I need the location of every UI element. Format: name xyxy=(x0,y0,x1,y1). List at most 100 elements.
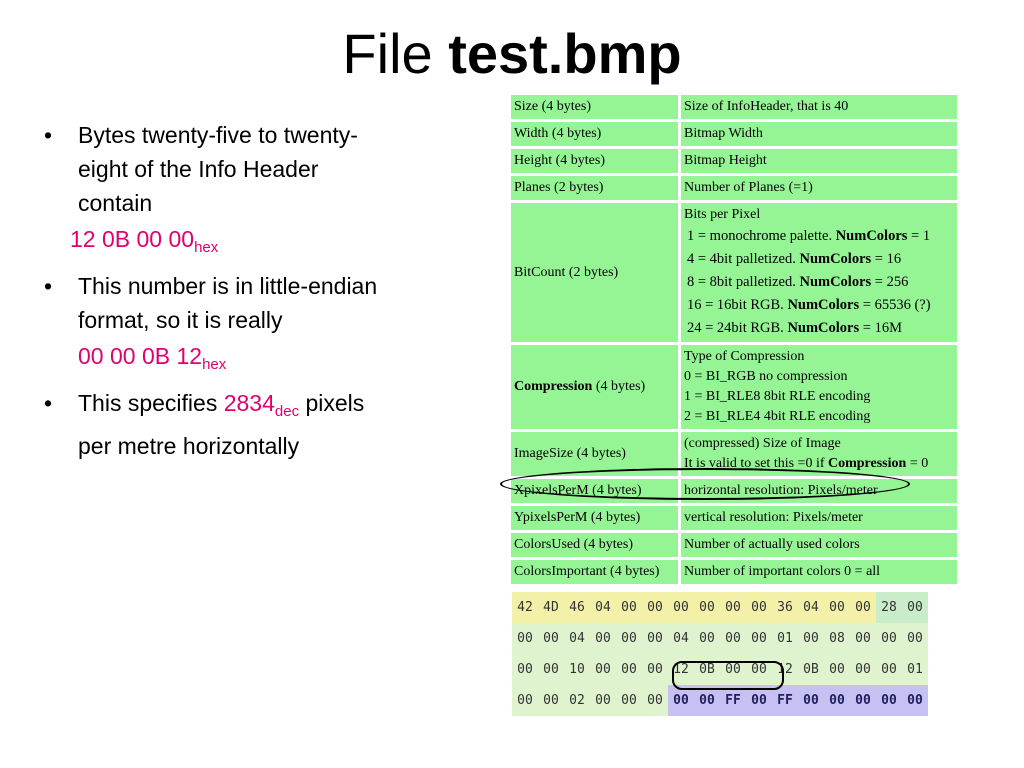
hex-byte: 00 xyxy=(590,685,616,716)
line-text: 1 = monochrome palette. xyxy=(687,228,836,244)
hex-byte: 36 xyxy=(772,592,798,623)
hex-byte: 00 xyxy=(538,685,564,716)
desc-cell: Number of actually used colors xyxy=(681,533,957,557)
bullet-3-value: 2834 xyxy=(223,390,275,416)
line-bold: NumColors xyxy=(799,251,872,267)
desc-cell: Bits per Pixel 1 = monochrome palette. N… xyxy=(681,203,957,342)
line-text: = 16M xyxy=(859,320,902,336)
field-cell: BitCount (2 bytes) xyxy=(511,203,678,342)
bullet-2: • This number is in little-endian format… xyxy=(36,269,396,337)
hex-byte: 00 xyxy=(746,592,772,623)
hex-byte: 00 xyxy=(850,592,876,623)
desc-line: 24 = 24bit RGB. NumColors = 16M xyxy=(684,317,954,340)
line-text: = 16 xyxy=(871,251,902,267)
line-text: 4 = 4bit palletized. xyxy=(687,251,800,267)
hex-byte: 00 xyxy=(642,654,668,685)
hex-row: 00 00 10 00 00 00 12 0B 00 00 12 0B 00 0… xyxy=(512,654,928,685)
bullet-marker: • xyxy=(44,122,53,148)
desc-cell: Number of Planes (=1) xyxy=(681,176,957,200)
field-cell: YpixelsPerM (4 bytes) xyxy=(511,506,678,530)
table-row: Compression (4 bytes) Type of Compressio… xyxy=(511,345,957,429)
field-bold: Compression xyxy=(514,379,593,394)
hex-byte: 00 xyxy=(616,685,642,716)
desc-cell: Size of InfoHeader, that is 40 xyxy=(681,95,957,119)
line-text: = 1 xyxy=(907,228,931,244)
hex-row: 00 00 04 00 00 00 04 00 00 00 01 00 08 0… xyxy=(512,623,928,654)
bullet-3-rest: pixels per metre horizontally xyxy=(78,390,365,459)
desc-cell: Type of Compression 0 = BI_RGB no compre… xyxy=(681,345,957,429)
desc-line: 2 = BI_RLE4 4bit RLE encoding xyxy=(684,409,871,424)
bullet-3-prefix: This specifies xyxy=(78,390,224,416)
table-row: BitCount (2 bytes) Bits per Pixel 1 = mo… xyxy=(511,203,957,342)
line-text: = 256 xyxy=(871,274,909,290)
hex-byte: 02 xyxy=(564,685,590,716)
hex-byte: 00 xyxy=(642,592,668,623)
line-text: = 65536 (?) xyxy=(859,297,931,313)
hex-byte: 00 xyxy=(616,654,642,685)
line-text: = 0 xyxy=(906,456,929,471)
desc-line: 4 = 4bit palletized. NumColors = 16 xyxy=(684,248,954,271)
hex-dump: 42 4D 46 04 00 00 00 00 00 00 36 04 00 0… xyxy=(512,592,944,716)
hex-byte: 00 xyxy=(850,623,876,654)
bullet-2-hex-value: 00 00 0B 12 xyxy=(78,343,203,369)
hex-byte: 00 xyxy=(798,685,824,716)
hex-byte: 00 xyxy=(824,592,850,623)
bullet-1-hex-value: 12 0B 00 00 xyxy=(70,226,195,252)
hex-byte: 4D xyxy=(538,592,564,623)
hex-byte: 00 xyxy=(512,654,538,685)
hex-byte: 00 xyxy=(746,623,772,654)
field-cell: Height (4 bytes) xyxy=(511,149,678,173)
hex-byte: 00 xyxy=(850,654,876,685)
table-row: YpixelsPerM (4 bytes) vertical resolutio… xyxy=(511,506,957,530)
title-prefix: File xyxy=(342,22,449,85)
bullet-1-text: Bytes twenty-five to twenty-eight of the… xyxy=(78,122,358,216)
desc-line: 1 = BI_RLE8 8bit RLE encoding xyxy=(684,389,871,404)
bullet-3-suffix: dec xyxy=(274,403,300,420)
field-cell: Width (4 bytes) xyxy=(511,122,678,146)
hex-byte: 00 xyxy=(512,685,538,716)
hex-byte: 0B xyxy=(694,654,720,685)
desc-line: (compressed) Size of Image xyxy=(684,436,841,451)
info-header-table: Size (4 bytes) Size of InfoHeader, that … xyxy=(508,92,960,587)
hex-byte: 00 xyxy=(616,592,642,623)
desc-cell: Bitmap Height xyxy=(681,149,957,173)
hex-byte: 00 xyxy=(668,592,694,623)
hex-byte: 08 xyxy=(824,623,850,654)
hex-byte: FF xyxy=(772,685,798,716)
hex-byte: 00 xyxy=(850,685,876,716)
hex-byte: 00 xyxy=(798,623,824,654)
hex-byte: 00 xyxy=(824,685,850,716)
hex-byte: 28 xyxy=(876,592,902,623)
hex-byte: 00 xyxy=(642,623,668,654)
hex-byte: 00 xyxy=(590,654,616,685)
bullet-2-text: This number is in little-endian format, … xyxy=(78,273,378,333)
field-cell: ColorsImportant (4 bytes) xyxy=(511,560,678,584)
field-cell: ColorsUsed (4 bytes) xyxy=(511,533,678,557)
title-filename: test.bmp xyxy=(448,22,682,85)
hex-byte: 04 xyxy=(668,623,694,654)
hex-byte: 00 xyxy=(902,592,928,623)
table-row: Planes (2 bytes) Number of Planes (=1) xyxy=(511,176,957,200)
hex-byte: 00 xyxy=(538,623,564,654)
hex-byte: 00 xyxy=(876,685,902,716)
desc-line: 0 = BI_RGB no compression xyxy=(684,369,848,384)
hex-row: 00 00 02 00 00 00 00 00 FF 00 FF 00 00 0… xyxy=(512,685,928,716)
field-rest: (4 bytes) xyxy=(592,379,646,394)
line-bold: NumColors xyxy=(799,274,872,290)
desc-line: 8 = 8bit palletized. NumColors = 256 xyxy=(684,271,954,294)
table-row: Height (4 bytes) Bitmap Height xyxy=(511,149,957,173)
line-text: 24 = 24bit RGB. xyxy=(687,320,788,336)
line-bold: NumColors xyxy=(787,320,860,336)
desc-line: 1 = monochrome palette. NumColors = 1 xyxy=(684,225,954,248)
hex-byte: 00 xyxy=(694,592,720,623)
hex-byte: 00 xyxy=(746,685,772,716)
hex-byte: 00 xyxy=(512,623,538,654)
hex-byte: 00 xyxy=(616,623,642,654)
bullet-1: • Bytes twenty-five to twenty-eight of t… xyxy=(36,118,396,220)
hex-byte: 46 xyxy=(564,592,590,623)
hex-byte: 00 xyxy=(668,685,694,716)
line-bold: NumColors xyxy=(787,297,860,313)
bullet-1-hex-suffix: hex xyxy=(194,239,219,256)
hex-byte: 04 xyxy=(590,592,616,623)
bullet-marker: • xyxy=(44,390,53,416)
